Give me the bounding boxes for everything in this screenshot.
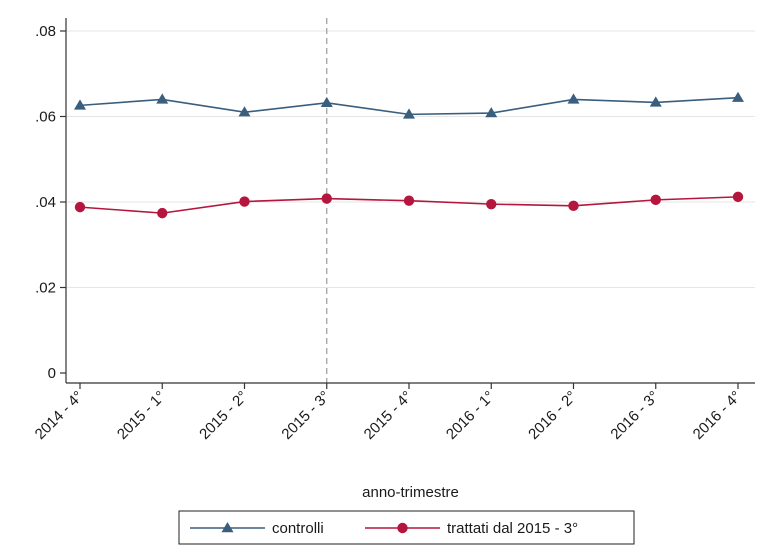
gridlines [67,30,755,288]
x-tick-label: 2015 - 2° [196,388,251,443]
data-point-circle [650,194,661,206]
y-tick-label: 0 [48,365,56,382]
legend: controlli trattati dal 2015 - 3° [178,510,635,545]
data-point-circle [403,195,415,206]
data-point-triangle [320,96,333,108]
axes [60,18,755,389]
data-point-triangle [156,93,169,104]
data-point-circle [568,200,579,212]
y-tick-label: .04 [35,194,56,211]
series-0 [74,91,744,119]
x-tick-label: 2015 - 1° [114,388,169,443]
y-tick-label: .08 [35,23,56,40]
x-tick-label: 2016 - 4° [690,388,745,443]
data-point-circle [239,196,250,207]
data-point-triangle [238,106,251,117]
legend-marker-triangle [221,522,234,533]
x-tick-label: 2015 - 4° [361,388,416,443]
data-point-circle [74,201,86,213]
data-point-triangle [649,96,662,107]
legend-label: controlli [272,520,324,537]
legend-marker-circle [397,522,408,534]
data-point-triangle [74,99,86,110]
x-tick-label: 2015 - 3° [278,388,333,443]
legend-item-1: trattati dal 2015 - 3° [365,520,578,537]
series-1 [74,191,744,219]
series-group [74,91,744,219]
x-tick-label: 2016 - 3° [607,388,662,443]
data-point-triangle [567,93,580,104]
data-point-triangle [732,91,744,102]
x-tick-label: 2016 - 2° [525,388,580,443]
y-tick-label: .06 [35,109,56,126]
data-point-circle [157,207,168,219]
data-point-circle [486,198,497,210]
y-tick-labels: 0 .02 .04 .06 .08 [35,23,56,382]
data-point-triangle [485,107,498,118]
data-point-circle [732,191,744,203]
y-tick-label: .02 [35,280,56,297]
legend-item-0: controlli [190,520,324,537]
legend-label: trattati dal 2015 - 3° [447,520,578,537]
x-tick-label: 2016 - 1° [443,388,498,443]
data-point-circle [321,193,332,204]
x-tick-labels: 2014 - 4° 2015 - 1° 2015 - 2° 2015 - 3° 2015… [32,388,745,443]
x-axis-title: anno-trimestre [362,484,459,501]
data-point-triangle [403,108,415,119]
x-tick-label: 2014 - 4° [32,388,87,443]
